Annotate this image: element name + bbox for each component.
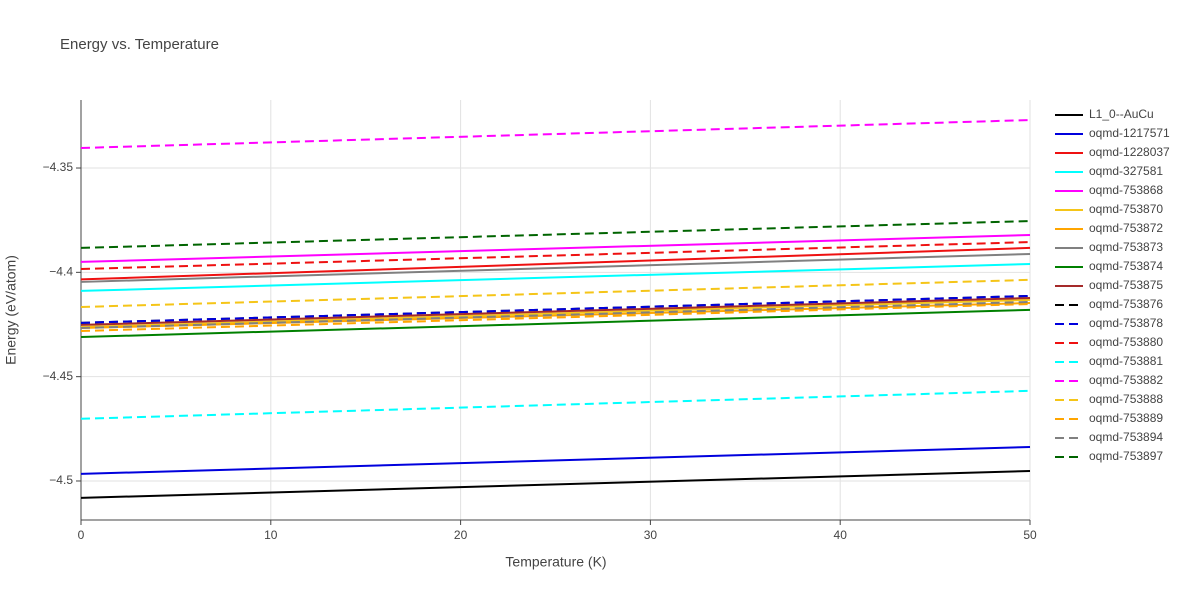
- legend-label: oqmd-753874: [1089, 259, 1163, 273]
- legend-label: oqmd-1228037: [1089, 145, 1170, 159]
- series-line: [80, 308, 1031, 339]
- series-line: [80, 220, 1031, 249]
- legend-label: oqmd-753882: [1089, 373, 1163, 387]
- legend-label: oqmd-327581: [1089, 164, 1163, 178]
- x-tick-label: 20: [454, 528, 468, 542]
- y-tick-label: −4.5: [49, 473, 73, 487]
- y-tick-label: −4.35: [43, 160, 74, 174]
- legend-label: oqmd-753876: [1089, 297, 1163, 311]
- series-line: [80, 119, 1031, 149]
- series-line: [80, 300, 1031, 330]
- x-tick-label: 50: [1023, 528, 1037, 542]
- series-line: [80, 303, 1031, 332]
- series-line: [80, 278, 1031, 308]
- legend-label: oqmd-753889: [1089, 411, 1163, 425]
- series-line: [80, 445, 1031, 475]
- legend-label: L1_0--AuCu: [1089, 107, 1154, 121]
- legend-label: oqmd-753868: [1089, 183, 1163, 197]
- legend-label: oqmd-753870: [1089, 202, 1163, 216]
- series-line: [80, 241, 1031, 271]
- series-line: [80, 294, 1031, 324]
- y-axis-title: Energy (eV/atom): [3, 255, 19, 365]
- series-line: [80, 246, 1031, 281]
- x-axis-title: Temperature (K): [505, 554, 606, 570]
- x-tick-label: 10: [264, 528, 278, 542]
- chart-title: Energy vs. Temperature: [60, 36, 219, 53]
- x-tick-label: 30: [644, 528, 658, 542]
- x-tick-label: 40: [834, 528, 848, 542]
- legend-label: oqmd-753872: [1089, 221, 1163, 235]
- legend-label: oqmd-753888: [1089, 392, 1163, 406]
- series-line: [80, 389, 1031, 420]
- series-line: [80, 262, 1031, 292]
- legend-label: oqmd-753897: [1089, 449, 1163, 463]
- series-line: [80, 233, 1031, 263]
- legend-label: oqmd-1217571: [1089, 126, 1170, 140]
- legend-label: oqmd-753880: [1089, 335, 1163, 349]
- legend-label: oqmd-753878: [1089, 316, 1163, 330]
- series-line: [80, 297, 1031, 326]
- series-line: [80, 469, 1031, 499]
- legend-label: oqmd-753894: [1089, 430, 1163, 444]
- legend-label: oqmd-753881: [1089, 354, 1163, 368]
- y-tick-label: −4.45: [43, 369, 74, 383]
- series-line: [80, 298, 1031, 329]
- x-tick-label: 0: [78, 528, 85, 542]
- legend-label: oqmd-753875: [1089, 278, 1163, 292]
- y-tick-label: −4.4: [49, 265, 73, 279]
- series-line: [80, 252, 1031, 283]
- legend-label: oqmd-753873: [1089, 240, 1163, 254]
